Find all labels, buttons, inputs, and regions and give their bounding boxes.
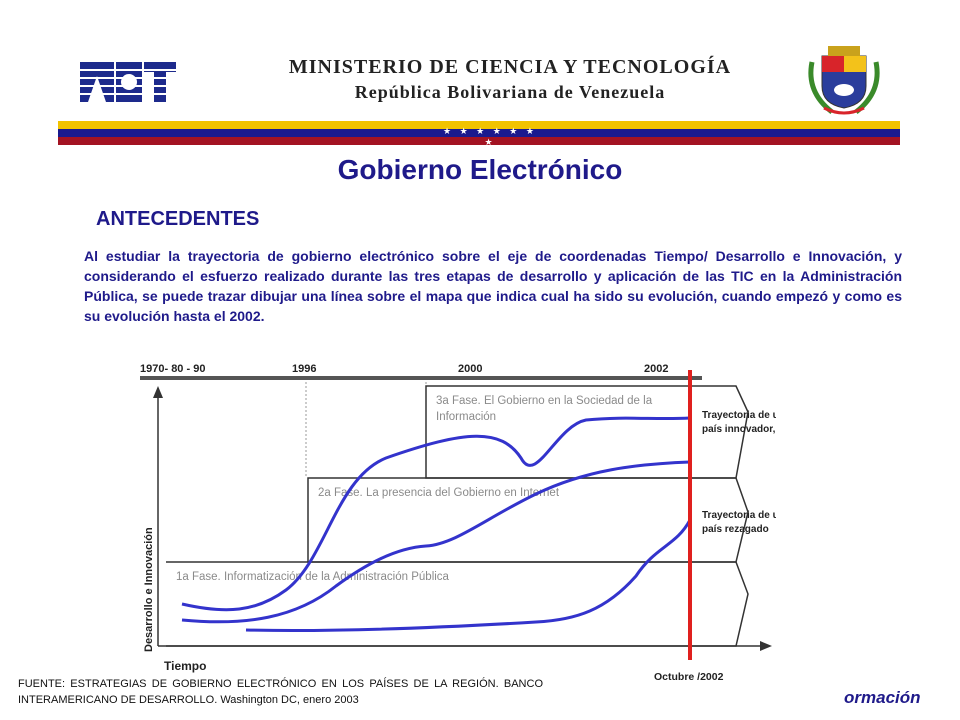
section-heading: ANTECEDENTES [96,208,260,230]
coat-of-arms-icon [808,46,880,115]
page-title: Gobierno Electrónico [337,154,623,185]
evolution-diagram: 1970- 80 - 90 1996 2000 2002 3a Fase. El… [140,363,776,680]
leader-annotation-line2: país innovador, líder [702,424,776,435]
x-axis-label: Tiempo [164,659,206,673]
leader-annotation-line1: Trayectoria de un [702,410,776,421]
phase-3-label-line2: Información [436,411,496,423]
laggard-annotation-line1: Trayectoria de un [702,510,776,521]
y-axis-arrow [153,386,163,398]
period-label-3: 2000 [458,363,482,375]
trajectory-leader-curve [181,416,691,612]
phase-2-box [307,477,749,563]
period-label-1: 1970- 80 - 90 [140,363,205,375]
laggard-annotation-line2: país rezagado [702,524,769,535]
trajectory-laggard-curve [245,519,692,633]
footer-text-fragment: ormación [844,688,921,707]
ministry-title: MINISTERIO DE CIENCIA Y TECNOLOGÍA [288,56,732,78]
phase-3-label-line1: 3a Fase. El Gobierno en la Sociedad de l… [436,395,653,407]
period-label-4: 2002 [644,363,668,375]
y-axis-label: Desarrollo e Innovación [143,527,155,652]
phase-2-label: 2a Fase. La presencia del Gobierno en In… [318,487,560,499]
republic-name: República Bolivariana de Venezuela [354,82,666,102]
x-axis-arrow [760,641,772,651]
flag-stars: ★ ★ ★ ★ ★ ★ ★ [443,126,537,147]
mct-logo [80,62,176,102]
flag-band [58,121,900,145]
date-marker-label: Octubre /2002 [654,671,724,680]
period-label-2: 1996 [292,363,316,375]
trajectory-middle-curve [181,460,691,624]
phase-1-label: 1a Fase. Informatización de la Administr… [176,571,450,583]
phase-3-box [425,385,749,479]
source-note: FUENTE: ESTRATEGIAS DE GOBIERNO ELECTRÓN… [18,678,543,706]
intro-paragraph: Al estudiar la trayectoria de gobierno e… [84,248,902,324]
